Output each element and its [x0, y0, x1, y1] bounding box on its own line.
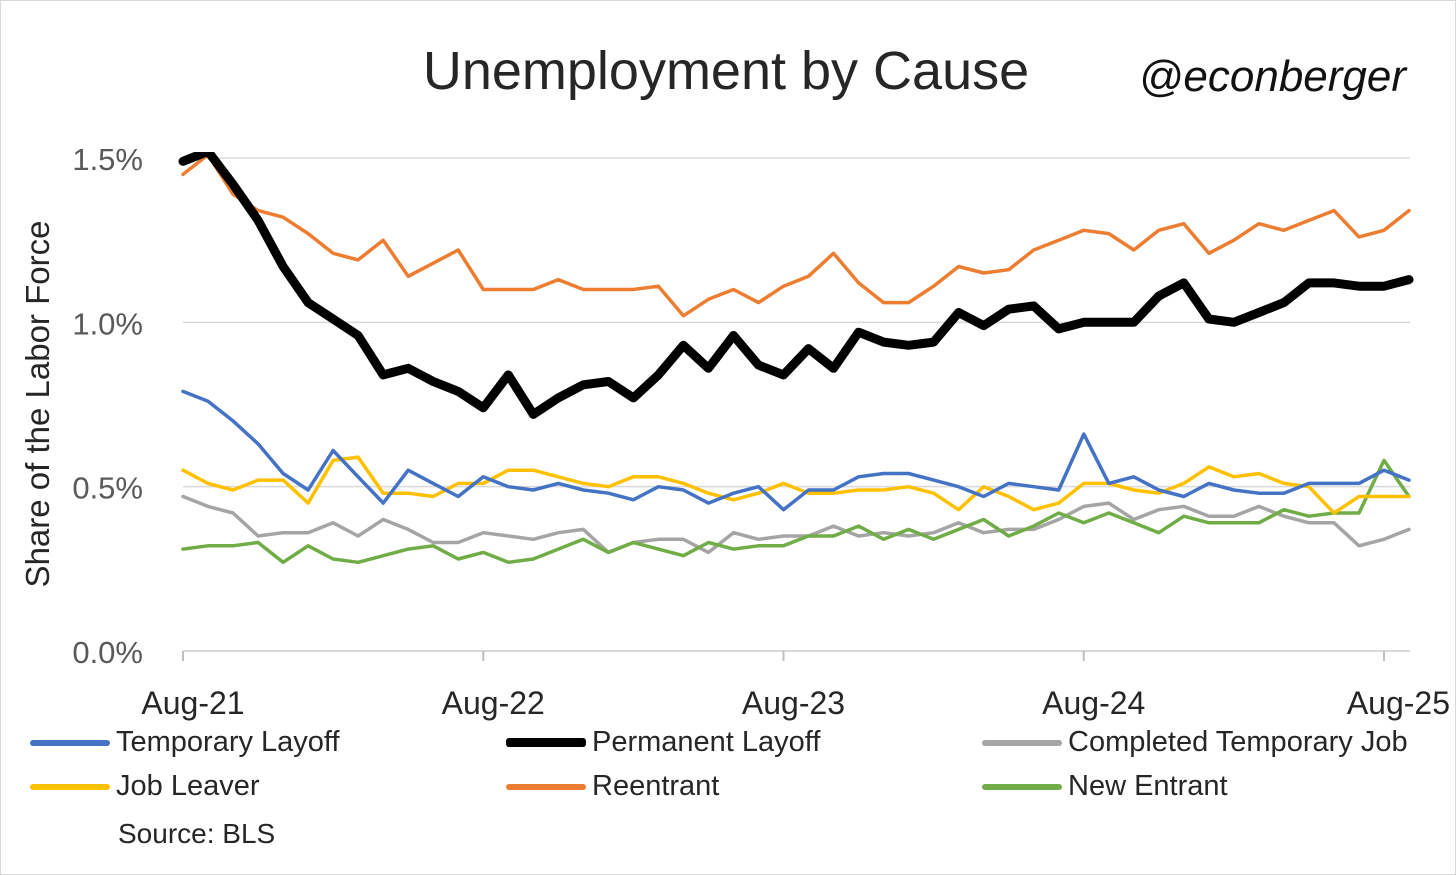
x-tick-label: Aug-23	[742, 685, 845, 721]
x-tick-label: Aug-25	[1347, 685, 1450, 721]
legend-label: Job Leaver	[116, 770, 260, 802]
x-tick-label: Aug-21	[141, 685, 244, 721]
series-line-job-leaver	[181, 455, 1411, 515]
legend-swatch	[982, 739, 1062, 746]
legend-swatch	[506, 783, 586, 790]
series-line-new-entrant	[181, 458, 1411, 565]
legend-swatch	[30, 739, 110, 746]
y-tick-label: 1.5%	[72, 142, 143, 177]
source-note: Source: BLS	[118, 818, 276, 849]
legend-item-reentrant: Reentrant	[506, 770, 719, 803]
legend-label: Permanent Layoff	[592, 726, 821, 758]
legend-swatch	[506, 738, 586, 747]
legend: Temporary Layoff Permanent Layoff Comple…	[0, 720, 1456, 860]
series-line-reentrant	[181, 152, 1411, 318]
legend-item-permanent-layoff: Permanent Layoff	[506, 726, 820, 759]
author-handle: @econberger	[1138, 52, 1406, 101]
legend-label: Temporary Layoff	[116, 726, 340, 758]
series-line-completed-temporary-job	[181, 494, 1411, 555]
y-tick-label: 0.5%	[72, 471, 143, 506]
series-line-permanent-layoff	[178, 152, 1414, 419]
legend-label: Completed Temporary Job	[1068, 726, 1408, 758]
y-tick-label: 0.0%	[72, 635, 143, 670]
legend-item-completed-temporary-job: Completed Temporary Job	[982, 726, 1408, 759]
y-tick-label: 1.0%	[72, 306, 143, 341]
x-tick-label: Aug-24	[1042, 685, 1145, 721]
legend-swatch	[982, 783, 1062, 790]
legend-swatch	[30, 783, 110, 790]
legend-item-temporary-layoff: Temporary Layoff	[30, 726, 340, 759]
x-tick-label: Aug-22	[442, 685, 545, 721]
chart-title: Unemployment by Cause	[422, 41, 1030, 101]
series-line-temporary-layoff	[181, 389, 1411, 512]
legend-label: Reentrant	[592, 770, 720, 802]
legend-item-new-entrant: New Entrant	[982, 770, 1228, 803]
legend-label: New Entrant	[1068, 770, 1228, 802]
legend-item-job-leaver: Job Leaver	[30, 770, 260, 803]
